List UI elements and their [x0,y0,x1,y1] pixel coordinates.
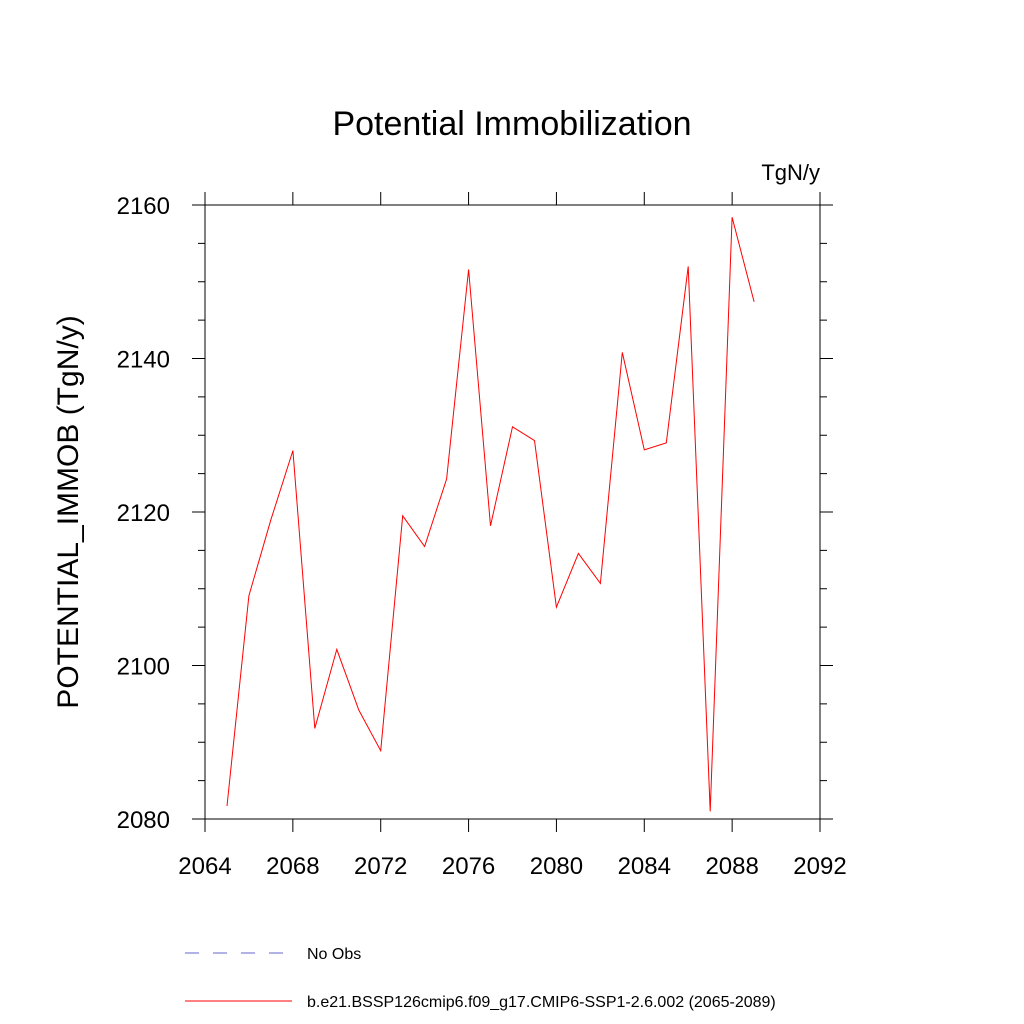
legend-label-model-run: b.e21.BSSP126cmip6.f09_g17.CMIP6-SSP1-2.… [307,994,776,1011]
y-axis-title: POTENTIAL_IMMOB (TgN/y) [52,315,85,708]
x-tick-label: 2072 [354,853,407,880]
series-layer [226,217,755,812]
y-tick-label: 2100 [117,654,170,681]
legend: No Obs b.e21.BSSP126cmip6.f09_g17.CMIP6-… [185,946,776,1011]
x-tick-label: 2080 [530,853,583,880]
y-tick-label: 2140 [117,347,170,374]
series-line-0 [226,217,755,812]
x-tick-label: 2092 [793,853,846,880]
units-label: TgN/y [761,160,820,185]
chart-title: Potential Immobilization [332,105,691,143]
x-axis-labels: 2064 2068 2072 2076 2080 2084 2088 2092 [178,853,846,880]
y-tick-label: 2120 [117,500,170,527]
axis-ticks [192,192,833,832]
y-axis-labels: 2080 2100 2120 2140 2160 [117,193,170,834]
y-tick-label: 2080 [117,807,170,834]
x-tick-label: 2076 [442,853,495,880]
x-tick-label: 2064 [178,853,231,880]
x-tick-label: 2088 [705,853,758,880]
y-tick-label: 2160 [117,193,170,220]
x-tick-label: 2084 [618,853,671,880]
legend-label-no-obs: No Obs [307,946,361,963]
x-tick-label: 2068 [266,853,319,880]
